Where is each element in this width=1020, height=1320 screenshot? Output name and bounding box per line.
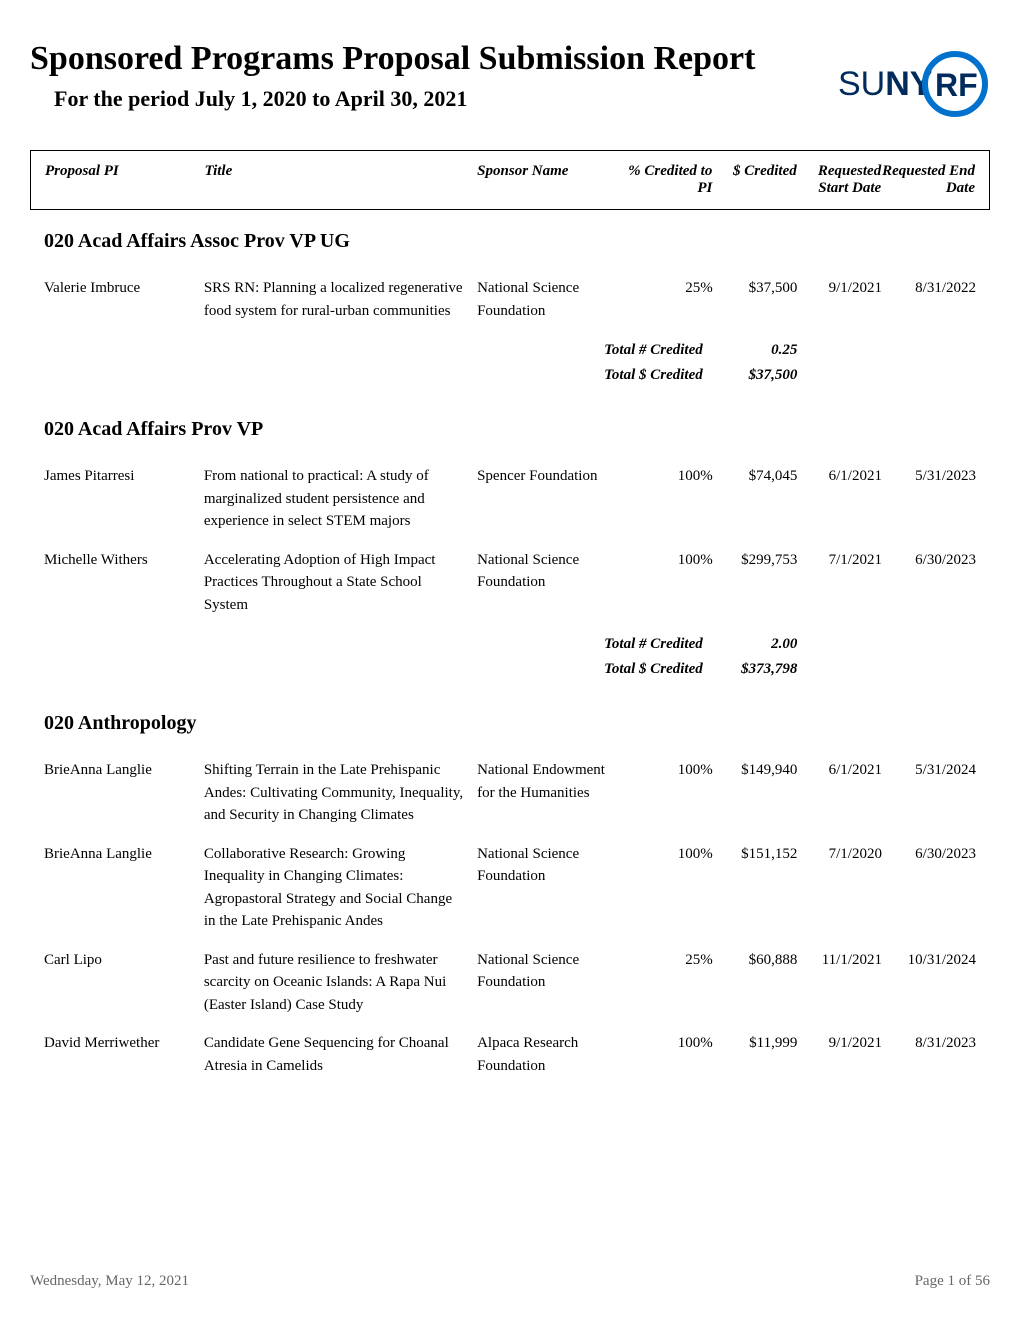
cell-pi: Michelle Withers <box>44 549 204 572</box>
total-num-value: 2.00 <box>713 636 798 653</box>
table-header-row: Proposal PI Title Sponsor Name % Credite… <box>31 151 989 210</box>
cell-dollar: $60,888 <box>713 949 798 972</box>
cell-title: Candidate Gene Sequencing for Choanal At… <box>204 1032 477 1077</box>
cell-pi: Valerie Imbruce <box>44 277 204 300</box>
cell-start: 6/1/2021 <box>797 465 882 488</box>
cell-start: 9/1/2021 <box>797 277 882 300</box>
cell-dollar: $74,045 <box>713 465 798 488</box>
section-title: 020 Anthropology <box>44 692 976 751</box>
total-dollar-value: $373,798 <box>713 661 798 678</box>
cell-dollar: $149,940 <box>713 759 798 782</box>
section-group: 020 Acad Affairs Prov VPJames PitarresiF… <box>44 398 976 682</box>
cell-dollar: $151,152 <box>713 843 798 866</box>
cell-pct: 100% <box>628 1032 713 1055</box>
cell-dollar: $11,999 <box>713 1032 798 1055</box>
total-num-label: Total # Credited <box>477 342 713 359</box>
cell-sponsor: National Science Foundation <box>477 843 628 888</box>
page-title: Sponsored Programs Proposal Submission R… <box>30 40 830 78</box>
col-header-start: Requested Start Date <box>797 163 881 197</box>
col-header-end: Requested End Date <box>881 163 975 197</box>
col-header-dollar: $ Credited <box>712 163 796 197</box>
cell-dollar: $299,753 <box>713 549 798 572</box>
section-group: 020 AnthropologyBrieAnna LanglieShifting… <box>44 692 976 1085</box>
total-dollar-value: $37,500 <box>713 367 798 384</box>
cell-start: 6/1/2021 <box>797 759 882 782</box>
cell-sponsor: National Science Foundation <box>477 949 628 994</box>
cell-end: 5/31/2024 <box>882 759 976 782</box>
cell-title: SRS RN: Planning a localized regenerativ… <box>204 277 477 322</box>
cell-title: From national to practical: A study of m… <box>204 465 477 533</box>
col-header-pct: % Credited to PI <box>628 163 712 197</box>
cell-pct: 100% <box>628 843 713 866</box>
cell-pi: BrieAnna Langlie <box>44 843 204 866</box>
section-totals: Total # Credited0.25Total $ Credited$37,… <box>44 338 976 388</box>
cell-title: Collaborative Research: Growing Inequali… <box>204 843 477 933</box>
table-row: BrieAnna LanglieCollaborative Research: … <box>44 835 976 941</box>
cell-end: 6/30/2023 <box>882 843 976 866</box>
report-table: Proposal PI Title Sponsor Name % Credite… <box>30 150 990 210</box>
cell-end: 6/30/2023 <box>882 549 976 572</box>
cell-end: 8/31/2022 <box>882 277 976 300</box>
cell-pct: 100% <box>628 465 713 488</box>
section-title: 020 Acad Affairs Assoc Prov VP UG <box>44 210 976 269</box>
table-body: 020 Acad Affairs Assoc Prov VP UGValerie… <box>30 210 990 1085</box>
svg-text:RF: RF <box>935 67 978 103</box>
total-dollar-label: Total $ Credited <box>477 367 713 384</box>
col-header-sponsor: Sponsor Name <box>477 163 628 197</box>
col-header-title: Title <box>204 163 477 197</box>
table-row: Michelle WithersAccelerating Adoption of… <box>44 541 976 625</box>
cell-pct: 100% <box>628 549 713 572</box>
cell-start: 7/1/2021 <box>797 549 882 572</box>
cell-sponsor: National Science Foundation <box>477 549 628 594</box>
footer-date: Wednesday, May 12, 2021 <box>30 1273 189 1290</box>
page-subtitle: For the period July 1, 2020 to April 30,… <box>54 86 830 112</box>
suny-rf-logo: SUNY RF <box>830 40 990 130</box>
cell-end: 10/31/2024 <box>882 949 976 972</box>
cell-pct: 100% <box>628 759 713 782</box>
table-row: Carl LipoPast and future resilience to f… <box>44 941 976 1025</box>
svg-text:SUNY: SUNY <box>838 65 933 103</box>
cell-start: 9/1/2021 <box>797 1032 882 1055</box>
cell-end: 8/31/2023 <box>882 1032 976 1055</box>
cell-start: 7/1/2020 <box>797 843 882 866</box>
cell-pi: Carl Lipo <box>44 949 204 972</box>
section-totals: Total # Credited2.00Total $ Credited$373… <box>44 632 976 682</box>
table-row: James PitarresiFrom national to practica… <box>44 457 976 541</box>
cell-title: Accelerating Adoption of High Impact Pra… <box>204 549 477 617</box>
section-group: 020 Acad Affairs Assoc Prov VP UGValerie… <box>44 210 976 388</box>
cell-sponsor: National Science Foundation <box>477 277 628 322</box>
report-header: Sponsored Programs Proposal Submission R… <box>30 40 990 130</box>
cell-pct: 25% <box>628 949 713 972</box>
cell-title: Shifting Terrain in the Late Prehispanic… <box>204 759 477 827</box>
cell-end: 5/31/2023 <box>882 465 976 488</box>
cell-title: Past and future resilience to freshwater… <box>204 949 477 1017</box>
cell-pi: David Merriwether <box>44 1032 204 1055</box>
total-dollar-label: Total $ Credited <box>477 661 713 678</box>
cell-start: 11/1/2021 <box>797 949 882 972</box>
total-num-label: Total # Credited <box>477 636 713 653</box>
header-text-block: Sponsored Programs Proposal Submission R… <box>30 40 830 112</box>
cell-sponsor: Spencer Foundation <box>477 465 628 488</box>
col-header-pi: Proposal PI <box>45 163 204 197</box>
table-row: BrieAnna LanglieShifting Terrain in the … <box>44 751 976 835</box>
cell-sponsor: National Endowment for the Humanities <box>477 759 628 804</box>
cell-pi: James Pitarresi <box>44 465 204 488</box>
cell-pct: 25% <box>628 277 713 300</box>
cell-dollar: $37,500 <box>713 277 798 300</box>
page-footer: Wednesday, May 12, 2021 Page 1 of 56 <box>30 1273 990 1290</box>
footer-page: Page 1 of 56 <box>915 1273 990 1290</box>
section-title: 020 Acad Affairs Prov VP <box>44 398 976 457</box>
table-row: Valerie ImbruceSRS RN: Planning a locali… <box>44 269 976 330</box>
cell-sponsor: Alpaca Research Foundation <box>477 1032 628 1077</box>
table-row: David MerriwetherCandidate Gene Sequenci… <box>44 1024 976 1085</box>
cell-pi: BrieAnna Langlie <box>44 759 204 782</box>
total-num-value: 0.25 <box>713 342 798 359</box>
